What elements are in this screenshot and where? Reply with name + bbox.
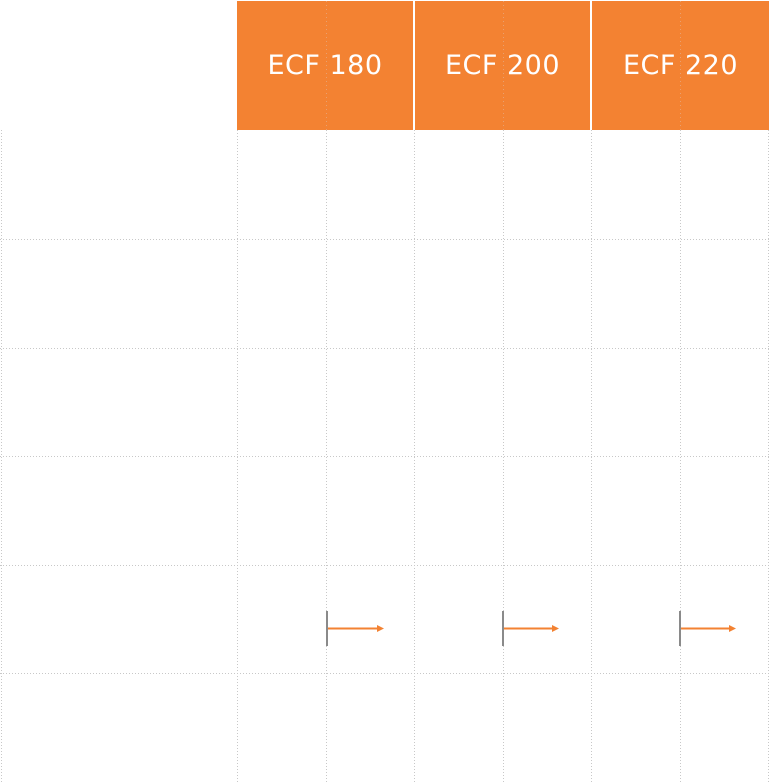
header-cell-2 bbox=[415, 1, 590, 130]
arrow-head-2 bbox=[552, 625, 559, 632]
header-cell-1 bbox=[237, 1, 413, 130]
column-header-ecf-180: ECF 180 bbox=[267, 49, 383, 81]
grid-lines bbox=[0, 130, 770, 784]
arrow-head-1 bbox=[377, 625, 384, 632]
header-dividers bbox=[326, 1, 681, 130]
column-header-ecf-220: ECF 220 bbox=[622, 49, 739, 81]
arrow-head-3 bbox=[729, 625, 736, 632]
marker-1 bbox=[326, 611, 384, 646]
column-header-ecf-200: ECF 200 bbox=[444, 49, 561, 81]
marker-3 bbox=[679, 611, 736, 646]
marker-2 bbox=[502, 611, 559, 646]
